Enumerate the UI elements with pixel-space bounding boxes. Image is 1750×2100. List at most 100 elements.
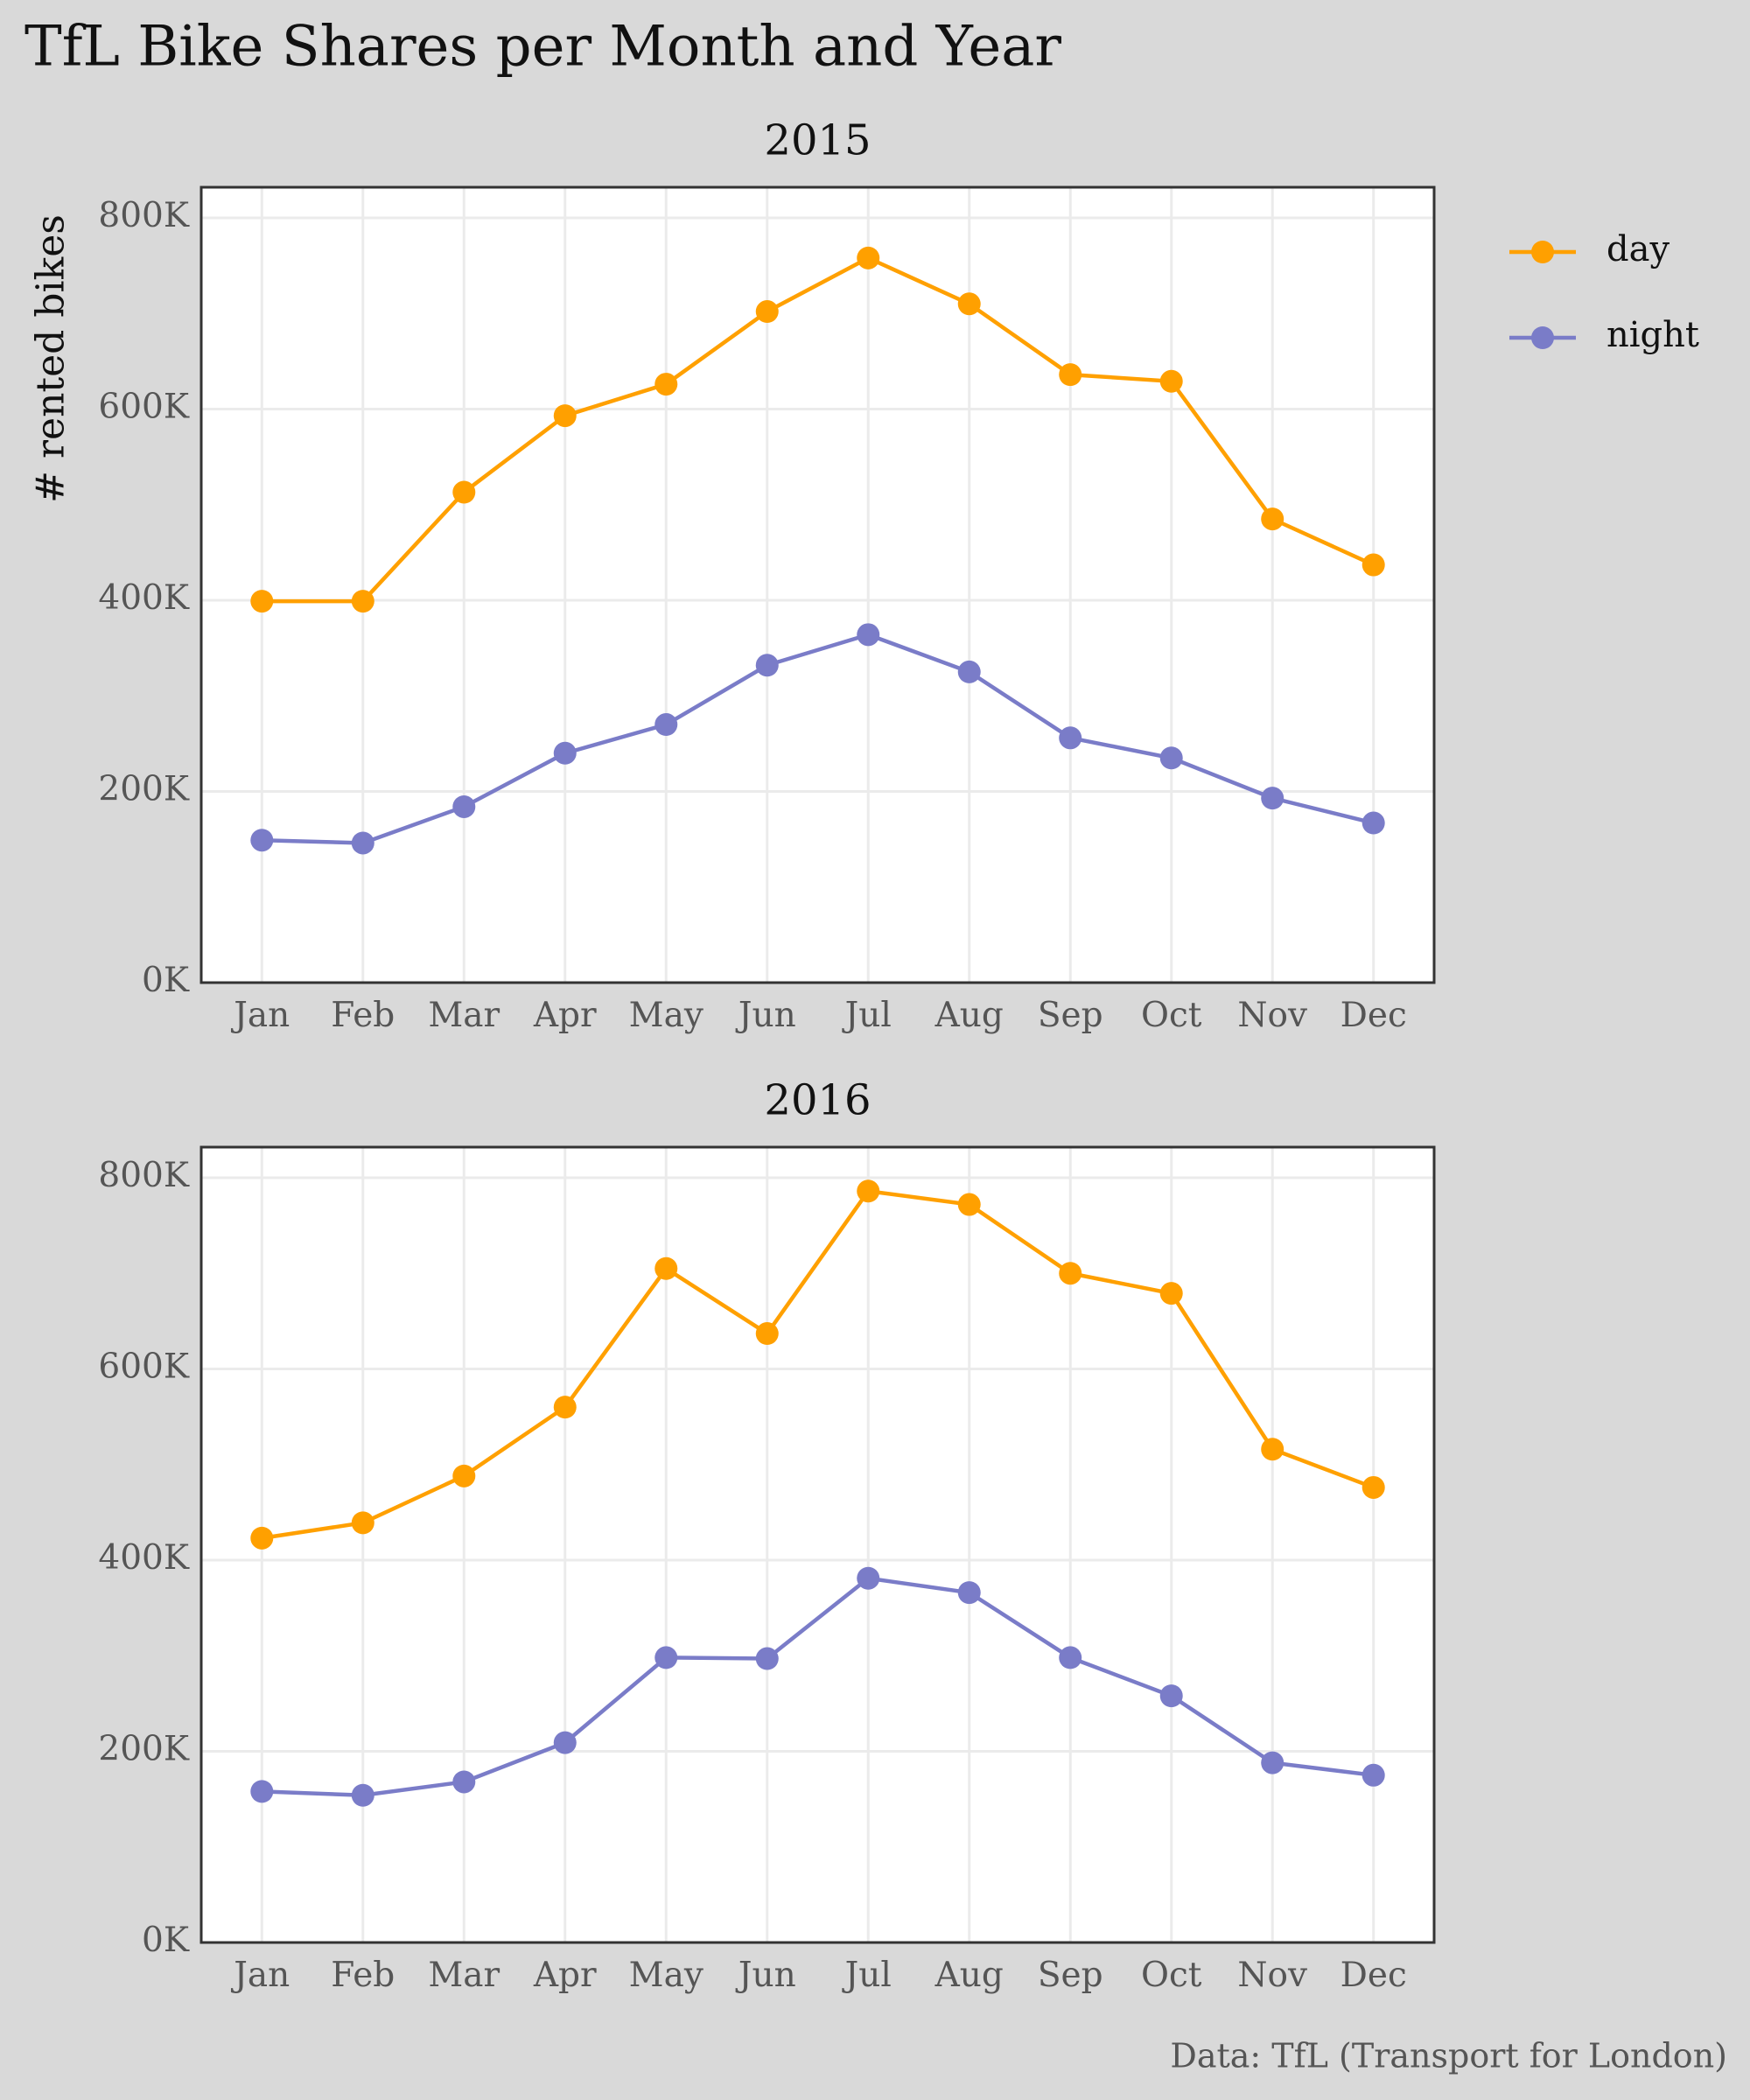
point [452, 1770, 476, 1794]
x-tick-label: Nov [1237, 996, 1307, 1035]
x-tick-label: Oct [1141, 1956, 1202, 1995]
point [1362, 811, 1385, 835]
x-tick-label: Dec [1340, 996, 1407, 1035]
point [1261, 508, 1284, 531]
point [1362, 553, 1385, 577]
point [857, 1566, 880, 1590]
panel [201, 1147, 1434, 1942]
legend-label: night [1606, 315, 1699, 355]
line [262, 1576, 1374, 1798]
point [452, 1464, 476, 1488]
point [1059, 363, 1082, 387]
y-tick-label: 600K [98, 1347, 189, 1386]
point [857, 246, 880, 270]
panel-border [200, 1145, 1436, 1944]
line [262, 632, 1375, 845]
point [957, 1581, 981, 1605]
point [250, 590, 274, 613]
line [262, 256, 1375, 604]
point [1059, 1262, 1082, 1285]
point [654, 1256, 678, 1280]
point [351, 1511, 374, 1535]
x-tick-label: Nov [1237, 1956, 1307, 1995]
y-tick-label: 200K [98, 1729, 189, 1768]
point [553, 741, 577, 765]
point [1362, 1763, 1385, 1787]
legend-marker [1531, 326, 1554, 349]
point [1159, 1684, 1183, 1708]
point [1261, 1438, 1284, 1461]
caption: Data: TfL (Transport for London) [1170, 2037, 1727, 2076]
legend-marker [1531, 241, 1554, 263]
y-tick-label: 0K [142, 1921, 190, 1960]
y-tick-label: 200K [98, 769, 189, 808]
point [1362, 1475, 1385, 1499]
point [755, 300, 779, 324]
point [755, 654, 779, 677]
x-tick-label: Jun [735, 1956, 796, 1995]
x-tick-label: Aug [934, 996, 1004, 1035]
point [1159, 746, 1183, 770]
point [553, 1731, 577, 1754]
x-tick-label: Aug [934, 1956, 1004, 1995]
point [250, 829, 274, 852]
point [857, 1180, 880, 1203]
point [755, 1647, 779, 1670]
panel [201, 187, 1434, 983]
y-tick-label: 600K [98, 387, 189, 426]
y-axis-label: # rented bikes [29, 214, 74, 503]
y-tick-label: 400K [98, 578, 189, 618]
point [857, 623, 880, 647]
point [351, 590, 374, 613]
point [957, 1193, 981, 1216]
point [1159, 369, 1183, 393]
point [452, 480, 476, 504]
x-tick-label: Dec [1340, 1956, 1407, 1995]
point [553, 404, 577, 428]
x-tick-label: Jul [842, 996, 892, 1035]
point [1261, 1751, 1284, 1774]
x-tick-label: Sep [1038, 996, 1103, 1035]
point [250, 1780, 274, 1803]
x-tick-label: Apr [533, 996, 597, 1035]
x-tick-label: Jan [230, 996, 290, 1035]
x-tick-label: Jun [735, 996, 796, 1035]
point [654, 373, 678, 396]
x-tick-label: Oct [1141, 996, 1202, 1035]
x-tick-label: Sep [1038, 1956, 1103, 1995]
point [755, 1322, 779, 1346]
x-tick-label: Feb [331, 1956, 395, 1995]
point [1159, 1282, 1183, 1306]
point [250, 1526, 274, 1550]
panel-title: 2016 [764, 1076, 871, 1125]
point [957, 660, 981, 683]
x-tick-label: Feb [331, 996, 395, 1035]
chart-title: TfL Bike Shares per Month and Year [24, 15, 1061, 80]
point [654, 713, 678, 737]
x-tick-label: Mar [428, 1956, 500, 1995]
point [1059, 1646, 1082, 1670]
point [452, 794, 476, 818]
point [1261, 787, 1284, 810]
x-tick-label: Jul [842, 1956, 892, 1995]
point [351, 1783, 374, 1807]
x-tick-label: May [629, 1956, 704, 1995]
y-tick-label: 800K [98, 1156, 189, 1195]
legend-label: day [1606, 229, 1670, 270]
y-tick-label: 0K [142, 961, 190, 1000]
y-tick-label: 400K [98, 1538, 189, 1578]
point [654, 1646, 678, 1670]
point [1059, 726, 1082, 750]
line [261, 1188, 1375, 1541]
point [957, 292, 981, 316]
x-tick-label: Mar [428, 996, 500, 1035]
x-tick-label: May [629, 996, 704, 1035]
y-tick-label: 800K [98, 196, 189, 235]
x-tick-label: Apr [533, 1956, 597, 1995]
point [351, 831, 374, 855]
point [553, 1396, 577, 1419]
x-tick-label: Jan [230, 1956, 290, 1995]
panel-border [200, 186, 1436, 984]
